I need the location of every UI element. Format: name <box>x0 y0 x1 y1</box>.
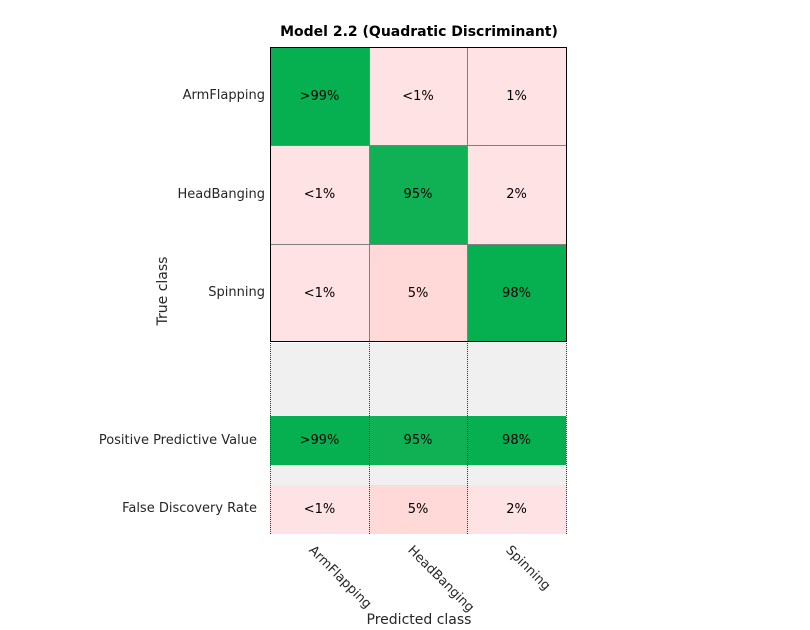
row-label-spinning: Spinning <box>208 285 265 300</box>
col-label-armflapping: ArmFlapping <box>305 543 375 612</box>
summary-divider <box>270 343 271 534</box>
chart-title: Model 2.2 (Quadratic Discriminant) <box>280 24 558 40</box>
fdr-cell: <1% <box>270 485 369 534</box>
row-label-headbanging: HeadBanging <box>177 187 265 202</box>
matrix-cell: <1% <box>369 47 467 145</box>
summary-divider <box>566 343 567 534</box>
grid-line-horizontal <box>270 244 567 245</box>
row-label-armflapping: ArmFlapping <box>182 88 265 103</box>
fdr-cell: 2% <box>467 485 566 534</box>
ppv-cell: 95% <box>369 416 467 465</box>
y-axis-label: True class <box>155 256 171 326</box>
grid-line-horizontal <box>270 145 567 146</box>
fdr-cell: 5% <box>369 485 467 534</box>
x-axis-label: Predicted class <box>366 612 472 628</box>
grid-line-vertical <box>369 47 370 342</box>
summary-divider <box>369 343 370 534</box>
matrix-cell: <1% <box>270 145 369 244</box>
matrix-cell: <1% <box>270 244 369 342</box>
matrix-cell: 1% <box>467 47 566 145</box>
matrix-cell: 5% <box>369 244 467 342</box>
matrix-cell: 98% <box>467 244 566 342</box>
matrix-cell: >99% <box>270 47 369 145</box>
matrix-cell: 2% <box>467 145 566 244</box>
row-label-ppv: Positive Predictive Value <box>98 433 257 448</box>
grid-line-vertical <box>467 47 468 342</box>
ppv-cell: >99% <box>270 416 369 465</box>
row-label-fdr: False Discovery Rate <box>122 501 257 516</box>
matrix-cell: 95% <box>369 145 467 244</box>
col-label-spinning: Spinning <box>502 543 554 594</box>
col-label-headbanging: HeadBanging <box>404 543 477 616</box>
summary-divider <box>467 343 468 534</box>
ppv-cell: 98% <box>467 416 566 465</box>
